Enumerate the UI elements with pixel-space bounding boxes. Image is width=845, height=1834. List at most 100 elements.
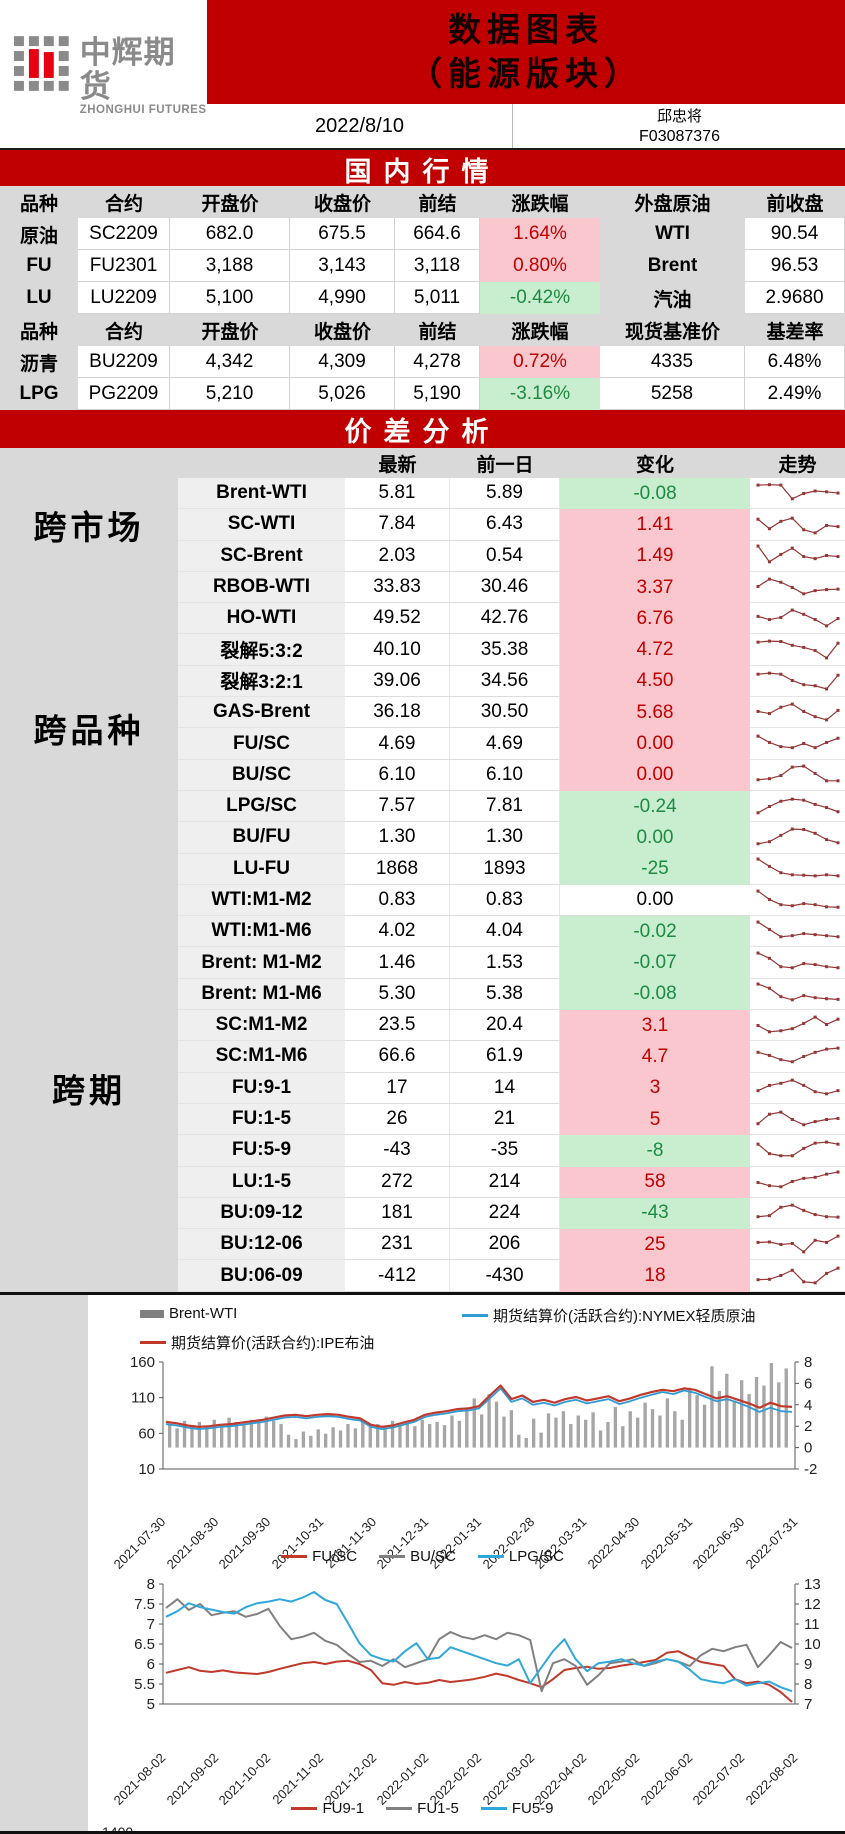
sparkline-chart xyxy=(756,1234,839,1254)
sparkline-chart xyxy=(756,1204,839,1220)
spread-latest: 7.84 xyxy=(345,509,450,541)
spread-prev: 206 xyxy=(450,1229,560,1261)
spread-latest: 4.02 xyxy=(345,916,450,948)
series-BU/SC xyxy=(165,1598,793,1693)
svg-text:13: 13 xyxy=(804,1576,821,1593)
legend-bu-sc: BU/SC xyxy=(379,1548,456,1565)
sparkline-chart xyxy=(756,951,839,970)
prev-settle: 3,118 xyxy=(395,250,480,282)
gray-bar-swatch-icon xyxy=(140,1309,164,1318)
svg-text:8: 8 xyxy=(804,1676,812,1693)
spread-latest: 66.6 xyxy=(345,1041,450,1073)
legend-lpg-sc: LPG/SC xyxy=(477,1548,564,1565)
row-group-label: 跨品种 xyxy=(0,571,178,885)
spread-name: RBOB-WTI xyxy=(178,571,345,604)
domestic-col-header: 收盘价 xyxy=(290,314,395,346)
spread-name: SC-WTI xyxy=(178,509,345,541)
sparkline-chart xyxy=(756,1140,839,1158)
domestic-col-header: 品种 xyxy=(0,186,78,218)
spread-name: BU:09-12 xyxy=(178,1197,345,1230)
close-price: 3,143 xyxy=(290,250,395,282)
contract-code: BU2209 xyxy=(78,346,170,378)
svg-text:6: 6 xyxy=(804,1375,812,1392)
spread-name: SC-Brent xyxy=(178,540,345,572)
chart3-partial-tick: 1400 xyxy=(102,1824,134,1834)
spread-latest: 1.30 xyxy=(345,822,450,854)
spread-prev: 5.38 xyxy=(450,978,560,1011)
sparkline-chart xyxy=(756,920,839,939)
spread-prev: 6.43 xyxy=(450,509,560,541)
change-pct: 0.80% xyxy=(480,250,600,282)
sparkline-chart xyxy=(756,672,839,691)
spread-sparkline xyxy=(750,665,845,698)
domestic-col-header: 品种 xyxy=(0,314,78,346)
external-crude-name: Brent xyxy=(600,250,745,282)
title-banner: 数据图表 （能源版块） xyxy=(207,0,845,104)
legend-fu5-9: FU5-9 xyxy=(480,1800,554,1817)
chart1-legend: Brent-WTI xyxy=(140,1305,237,1322)
domestic-col-header: 现货基准价 xyxy=(600,314,745,346)
left-gray-strip xyxy=(0,1295,88,1834)
close-price: 5,026 xyxy=(290,378,395,410)
external-crude-name: WTI xyxy=(600,218,745,250)
commodity-name: 原油 xyxy=(0,218,78,250)
open-price: 5,100 xyxy=(170,282,290,314)
domestic-market-table: 品种 合约 开盘价 收盘价 前结 涨跌幅 外盘原油 前收盘 原油 SC2209 682.0 675.5… xyxy=(0,186,845,410)
spread-name: FU:5-9 xyxy=(178,1135,345,1167)
spread-latest: 181 xyxy=(345,1197,450,1230)
spread-name: BU:12-06 xyxy=(178,1229,345,1261)
spread-header-change: 变化 xyxy=(560,448,750,478)
domestic-col-header: 合约 xyxy=(78,186,170,218)
contract-code: LU2209 xyxy=(78,282,170,314)
change-pct: -3.16% xyxy=(480,378,600,410)
series-LPG/SC xyxy=(165,1591,793,1693)
svg-text:10: 10 xyxy=(138,1461,155,1478)
svg-text:60: 60 xyxy=(138,1425,155,1442)
legend-brent-wti: Brent-WTI xyxy=(140,1305,237,1322)
spread-change: 6.76 xyxy=(560,603,750,635)
sparkline-chart xyxy=(756,544,839,564)
prev-settle: 5,011 xyxy=(395,282,480,314)
report-author: 邱忠将 xyxy=(512,104,845,127)
legend-label: BU/SC xyxy=(410,1548,456,1565)
spread-prev: 30.46 xyxy=(450,571,560,604)
spread-header-prev: 前一日 xyxy=(450,448,560,478)
open-price: 682.0 xyxy=(170,218,290,250)
spread-sparkline xyxy=(750,571,845,604)
legend-label: FU1-5 xyxy=(417,1800,459,1817)
spread-sparkline xyxy=(750,916,845,948)
spread-change: 4.72 xyxy=(560,634,750,666)
spread-name: HO-WTI xyxy=(178,603,345,635)
svg-text:160: 160 xyxy=(130,1354,155,1371)
spread-name: WTI:M1-M2 xyxy=(178,884,345,917)
series-NYMEX轻质原油 xyxy=(165,1387,793,1430)
spread-prev: 20.4 xyxy=(450,1010,560,1042)
spread-change: 3.1 xyxy=(560,1010,750,1042)
spread-latest: 23.5 xyxy=(345,1010,450,1042)
spread-change: 3.37 xyxy=(560,571,750,604)
legend-label: FU9-1 xyxy=(322,1800,365,1817)
svg-text:12: 12 xyxy=(804,1596,821,1613)
ratio-spread-chart: 8 7.5 7 6.5 6 5.5 5 13 12 11 10 9 8 7 xyxy=(134,1576,821,1712)
zhonghui-logo-icon xyxy=(14,36,69,91)
change-pct: 0.72% xyxy=(480,346,600,378)
close-price: 4,309 xyxy=(290,346,395,378)
spread-sparkline xyxy=(750,1166,845,1198)
spread-change: 58 xyxy=(560,1166,750,1198)
sparkline-chart xyxy=(756,516,839,535)
open-price: 3,188 xyxy=(170,250,290,282)
external-prev-close: 96.53 xyxy=(745,250,845,282)
basis-rate: 2.49% xyxy=(745,378,845,410)
spread-sparkline xyxy=(750,947,845,979)
sparkline-chart xyxy=(756,857,839,878)
spread-change: -0.07 xyxy=(560,947,750,979)
contract-code: SC2209 xyxy=(78,218,170,250)
svg-text:7: 7 xyxy=(804,1696,812,1712)
spread-change: 18 xyxy=(560,1260,750,1292)
spread-latest: 26 xyxy=(345,1103,450,1136)
spread-prev: 5.89 xyxy=(450,478,560,510)
spread-header-trend: 走势 xyxy=(750,448,845,478)
row-group-label: 跨市场 xyxy=(0,478,178,572)
spread-prev: 61.9 xyxy=(450,1041,560,1073)
svg-text:7.5: 7.5 xyxy=(134,1596,155,1613)
